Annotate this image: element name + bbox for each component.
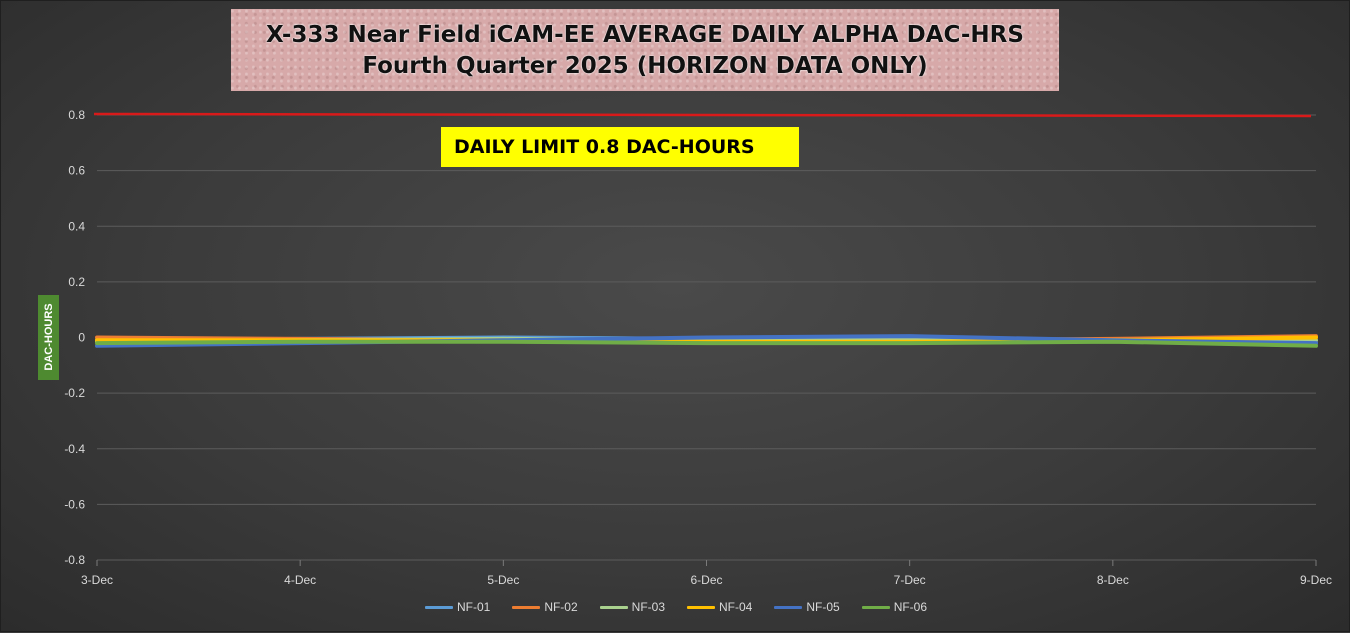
legend-item: NF-03 [599, 598, 665, 616]
legend-label: NF-04 [719, 600, 753, 614]
legend-swatch [774, 605, 803, 609]
legend-swatch [512, 605, 541, 609]
legend-swatch [687, 605, 715, 609]
y-tick-label: 0.6 [68, 164, 85, 178]
chart-legend: NF-01 NF-02 NF-03 NF-04 NF-05 NF-06 [1, 598, 1350, 616]
y-tick-label: 0.8 [68, 108, 85, 122]
legend-label: NF-03 [631, 600, 665, 614]
y-tick-label: -0.4 [64, 442, 85, 456]
x-tick-label: 9-Dec [1300, 573, 1332, 587]
legend-item: NF-06 [861, 598, 928, 616]
x-tick-label: 4-Dec [284, 573, 316, 587]
y-tick-label: 0.4 [68, 219, 85, 233]
legend-label: NF-02 [544, 600, 578, 614]
y-tick-label: 0.2 [68, 275, 85, 289]
chart-title: X-333 Near Field iCAM-EE AVERAGE DAILY A… [266, 22, 1024, 48]
legend-item: NF-04 [687, 598, 752, 616]
y-tick-label: 0 [78, 331, 85, 345]
series-line-nf-06 [95, 339, 1318, 348]
y-axis-label-box [38, 295, 59, 380]
y-tick-label: -0.8 [64, 553, 85, 567]
chart-subtitle: Fourth Quarter 2025 (HORIZON DATA ONLY) [362, 53, 928, 79]
chart-title-box: X-333 Near Field iCAM-EE AVERAGE DAILY A… [231, 9, 1059, 91]
legend-swatch [599, 605, 628, 609]
x-tick-label: 6-Dec [690, 573, 722, 587]
legend-swatch [424, 605, 453, 609]
legend-item: NF-01 [424, 598, 491, 616]
x-tick-label: 7-Dec [894, 573, 926, 587]
y-tick-label: -0.2 [64, 386, 85, 400]
y-tick-label: -0.6 [64, 497, 85, 511]
x-tick-label: 8-Dec [1097, 573, 1129, 587]
legend-item: NF-02 [512, 598, 578, 616]
legend-label: NF-05 [806, 600, 840, 614]
legend-label: NF-06 [893, 600, 928, 614]
legend-item: NF-05 [774, 598, 840, 616]
legend-label: NF-01 [456, 600, 491, 614]
daily-limit-label: DAILY LIMIT 0.8 DAC-HOURS [441, 127, 799, 167]
y-axis-label: DAC-HOURS [43, 303, 55, 371]
x-tick-label: 5-Dec [487, 573, 519, 587]
legend-swatch [861, 605, 890, 609]
daily-limit-line [93, 112, 1312, 118]
x-tick-label: 3-Dec [81, 573, 113, 587]
